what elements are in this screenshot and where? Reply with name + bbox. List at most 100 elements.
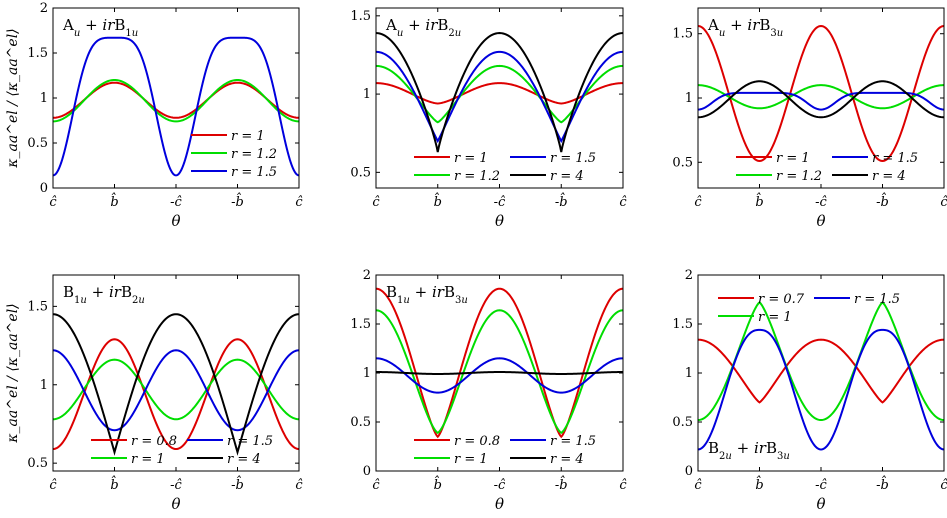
legend-entry: r = 4 bbox=[550, 169, 584, 184]
y-tick-label: 0 bbox=[40, 181, 48, 196]
x-tick-label: b̂ bbox=[434, 192, 442, 210]
legend-entry: r = 1.2 bbox=[776, 169, 822, 184]
y-tick-label: 1.5 bbox=[350, 317, 371, 332]
chart-panel-bottom-left: 0.5 1 1.5 ĉ b̂ -ĉ -b̂ ĉ θ κ_aa^el / ⟨κ_aa^el⟩ B1u … bbox=[5, 274, 303, 513]
legend-entry: r = 1.5 bbox=[550, 434, 596, 449]
series-line-r1 bbox=[698, 24, 944, 163]
legend-entry: r = 1 bbox=[454, 452, 488, 467]
y-tick-label: 1.5 bbox=[672, 317, 693, 332]
x-axis-label: θ bbox=[171, 495, 180, 513]
y-tick-label: 1.5 bbox=[350, 9, 371, 24]
x-tick-label: ĉ bbox=[694, 195, 702, 210]
y-tick-label: 1 bbox=[363, 366, 371, 381]
x-tick-label: -b̂ bbox=[555, 192, 568, 210]
y-tick-label: 2 bbox=[685, 268, 693, 283]
y-tick-label: 1 bbox=[685, 91, 693, 106]
series-line-r1.5 bbox=[53, 349, 299, 432]
x-tick-label: ĉ bbox=[694, 478, 702, 493]
legend: r = 0.8 r = 1 r = 1.5 r = 4 bbox=[414, 434, 596, 467]
y-tick-label: 1.5 bbox=[27, 299, 48, 314]
y-axis-label: κ_aa^el / ⟨κ_aa^el⟩ bbox=[5, 28, 21, 168]
legend-entry: r = 1 bbox=[758, 310, 792, 325]
x-tick-label: b̂ bbox=[110, 192, 118, 210]
x-tick-label: -ĉ bbox=[815, 195, 827, 210]
legend: r = 1 r = 1.2 r = 1.5 r = 4 bbox=[736, 151, 918, 184]
y-tick-label: 1 bbox=[40, 378, 48, 393]
legend-entry: r = 0.8 bbox=[131, 434, 177, 449]
series-line-r4 bbox=[376, 32, 623, 153]
x-tick-label: -b̂ bbox=[555, 475, 568, 493]
y-tick-label: 1 bbox=[363, 87, 371, 102]
y-tick-label: 0 bbox=[363, 464, 371, 479]
x-tick-label: -b̂ bbox=[876, 192, 889, 210]
y-tick-label: 1.5 bbox=[672, 27, 693, 42]
series-line-r1 bbox=[53, 358, 299, 421]
legend-entry: r = 1 bbox=[776, 151, 810, 166]
x-tick-label: -ĉ bbox=[815, 478, 827, 493]
panel-annotation: B1u + irB2u bbox=[63, 283, 145, 306]
x-tick-label: ĉ bbox=[619, 195, 627, 210]
y-tick-label: 1 bbox=[40, 91, 48, 106]
legend: r = 1 r = 1.2 r = 1.5 r = 4 bbox=[414, 151, 596, 184]
y-tick-label: 0.5 bbox=[350, 165, 371, 180]
legend: r = 1 r = 1.2 r = 1.5 bbox=[191, 129, 277, 180]
legend-entry: r = 1.5 bbox=[550, 151, 596, 166]
legend-entry: r = 1 bbox=[454, 151, 488, 166]
y-tick-label: 2 bbox=[40, 1, 48, 16]
series-line-r1.5 bbox=[376, 50, 623, 144]
series-line-r4 bbox=[376, 371, 623, 375]
legend-entry: r = 1 bbox=[131, 452, 165, 467]
x-tick-label: ĉ bbox=[295, 195, 303, 210]
x-tick-label: -b̂ bbox=[231, 475, 244, 493]
x-axis-label: θ bbox=[171, 212, 180, 230]
legend: r = 0.7 r = 1 r = 1.5 bbox=[718, 292, 900, 325]
series-line-r4 bbox=[53, 313, 299, 456]
series-line-r4 bbox=[698, 80, 944, 119]
x-tick-label: ĉ bbox=[295, 478, 303, 493]
series-line-r1.5 bbox=[53, 36, 299, 177]
series-line-r1.5 bbox=[698, 328, 944, 451]
series-line-r1 bbox=[376, 309, 623, 434]
legend-entry: r = 1.5 bbox=[227, 434, 273, 449]
y-tick-label: 2 bbox=[363, 268, 371, 283]
series-line-r1 bbox=[53, 81, 299, 119]
legend-entry: r = 0.7 bbox=[758, 292, 805, 307]
x-axis-label: θ bbox=[495, 212, 504, 230]
legend-entry: r = 1 bbox=[231, 129, 265, 144]
series-line-r1.2 bbox=[698, 84, 944, 110]
x-tick-label: -ĉ bbox=[170, 195, 182, 210]
y-tick-label: 0.5 bbox=[672, 155, 693, 170]
x-axis-label: θ bbox=[816, 212, 825, 230]
legend-entry: r = 1.2 bbox=[231, 147, 277, 162]
y-tick-label: 1.5 bbox=[27, 46, 48, 61]
x-tick-label: b̂ bbox=[434, 475, 442, 493]
legend-entry: r = 1.2 bbox=[454, 169, 500, 184]
x-tick-label: ĉ bbox=[940, 195, 947, 210]
series-line-r1.2 bbox=[376, 64, 623, 124]
x-tick-label: ĉ bbox=[372, 195, 380, 210]
series-line-r1.5 bbox=[698, 91, 944, 111]
y-tick-label: 0 bbox=[685, 464, 693, 479]
x-axis-label: θ bbox=[816, 495, 825, 513]
x-tick-label: ĉ bbox=[49, 195, 57, 210]
x-axis-label: θ bbox=[495, 495, 504, 513]
legend-entry: r = 4 bbox=[872, 169, 906, 184]
x-tick-label: b̂ bbox=[755, 192, 763, 210]
x-tick-label: -ĉ bbox=[170, 478, 182, 493]
panel-annotation: B1u + irB3u bbox=[386, 283, 468, 306]
x-tick-label: b̂ bbox=[110, 475, 118, 493]
panel-annotation: Au + irB3u bbox=[707, 16, 783, 39]
series-line-r1.2 bbox=[53, 78, 299, 123]
x-tick-label: ĉ bbox=[372, 478, 380, 493]
panel-annotation: Au + irB1u bbox=[62, 16, 138, 39]
x-tick-label: b̂ bbox=[755, 475, 763, 493]
y-tick-label: 1 bbox=[685, 366, 693, 381]
series-line-r1.5 bbox=[376, 357, 623, 394]
series-line-r0.8 bbox=[53, 338, 299, 451]
chart-panel-top-left: 0 0.5 1 1.5 2 ĉ b̂ -ĉ -b̂ ĉ θ κ_aa^el / ⟨κ_aa^el⟩ Au… bbox=[5, 1, 303, 230]
legend: r = 0.8 r = 1 r = 1.5 r = 4 bbox=[91, 434, 273, 467]
y-axis-label: κ_aa^el / ⟨κ_aa^el⟩ bbox=[5, 303, 21, 443]
